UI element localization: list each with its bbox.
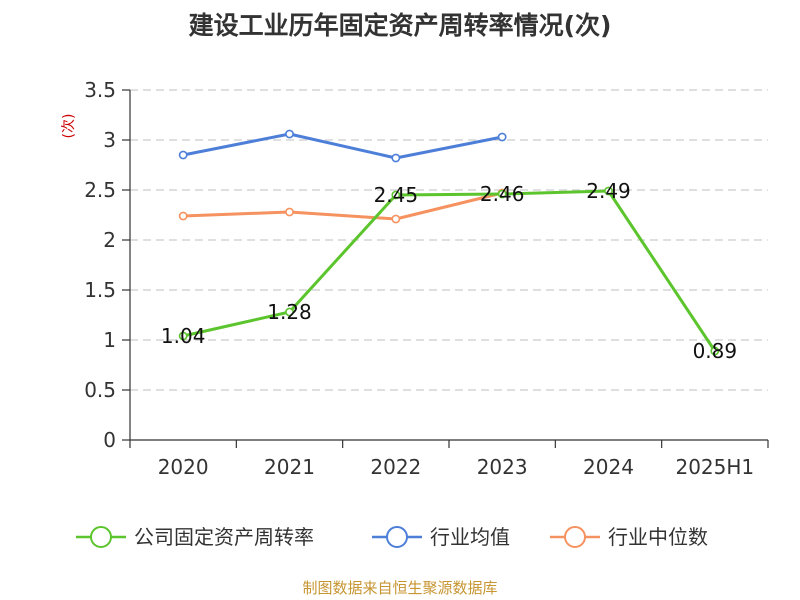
legend-marker bbox=[90, 526, 112, 548]
data-point bbox=[178, 150, 188, 160]
data-point bbox=[391, 190, 401, 200]
series-line bbox=[182, 189, 717, 352]
data-point bbox=[497, 132, 507, 142]
series bbox=[178, 129, 720, 356]
legend-marker bbox=[564, 526, 586, 548]
y-tick-label: 0 bbox=[103, 428, 116, 452]
data-point bbox=[497, 189, 507, 199]
data-point bbox=[285, 207, 294, 217]
legend-label: 公司固定资产周转率 bbox=[134, 525, 314, 549]
data-labels: 1.04 1.28 2.45 2.46 2.49 0.89 bbox=[161, 179, 737, 363]
legend-item: 行业均值 bbox=[372, 525, 510, 549]
legend-item: 公司固定资产周转率 bbox=[76, 525, 314, 549]
y-tick-label: 2.5 bbox=[84, 178, 116, 202]
grid-lines bbox=[130, 89, 768, 391]
y-tick-label: 1 bbox=[103, 328, 116, 352]
x-tick-label: 2022 bbox=[370, 455, 421, 479]
legend-item: 行业中位数 bbox=[550, 525, 708, 549]
y-tick-label: 3.5 bbox=[84, 78, 116, 102]
chart-title: 建设工业历年固定资产周转率情况(次) bbox=[188, 11, 612, 40]
legend: 公司固定资产周转率 行业均值 行业中位数 bbox=[76, 525, 708, 549]
x-tick-label: 2020 bbox=[158, 455, 209, 479]
data-label: 1.04 bbox=[161, 324, 206, 348]
data-point bbox=[391, 214, 401, 224]
data-label: 1.28 bbox=[267, 300, 312, 324]
data-label: 2.46 bbox=[480, 182, 525, 206]
y-tick-label: 2 bbox=[103, 228, 116, 252]
data-point bbox=[391, 153, 401, 163]
axes: 0 0.5 1 1.5 2 2.5 3 3.5 2020 2021 2022 2023 2024 2025… bbox=[84, 78, 769, 479]
data-point bbox=[604, 186, 613, 196]
y-tick-label: 1.5 bbox=[84, 278, 116, 302]
data-label: 2.45 bbox=[374, 183, 419, 207]
data-label: 2.49 bbox=[586, 179, 631, 203]
data-point bbox=[178, 331, 188, 341]
legend-marker bbox=[386, 526, 408, 548]
legend-label: 行业均值 bbox=[430, 525, 510, 549]
source-note: 制图数据来自恒生聚源数据库 bbox=[302, 579, 498, 597]
data-label: 0.89 bbox=[693, 339, 738, 363]
data-point bbox=[285, 129, 294, 139]
y-tick-label: 0.5 bbox=[84, 378, 116, 402]
x-tick-label: 2021 bbox=[264, 455, 315, 479]
data-point bbox=[285, 307, 294, 317]
series-line bbox=[182, 132, 503, 160]
y-axis-label: (次) bbox=[61, 114, 77, 139]
data-point bbox=[178, 211, 188, 221]
x-tick-label: 2023 bbox=[477, 455, 528, 479]
x-tick-label: 2025H1 bbox=[675, 455, 754, 479]
series-line bbox=[183, 191, 503, 221]
legend-label: 行业中位数 bbox=[608, 525, 708, 549]
x-tick-label: 2024 bbox=[583, 455, 634, 479]
data-point bbox=[710, 346, 720, 356]
y-tick-label: 3 bbox=[103, 128, 116, 152]
